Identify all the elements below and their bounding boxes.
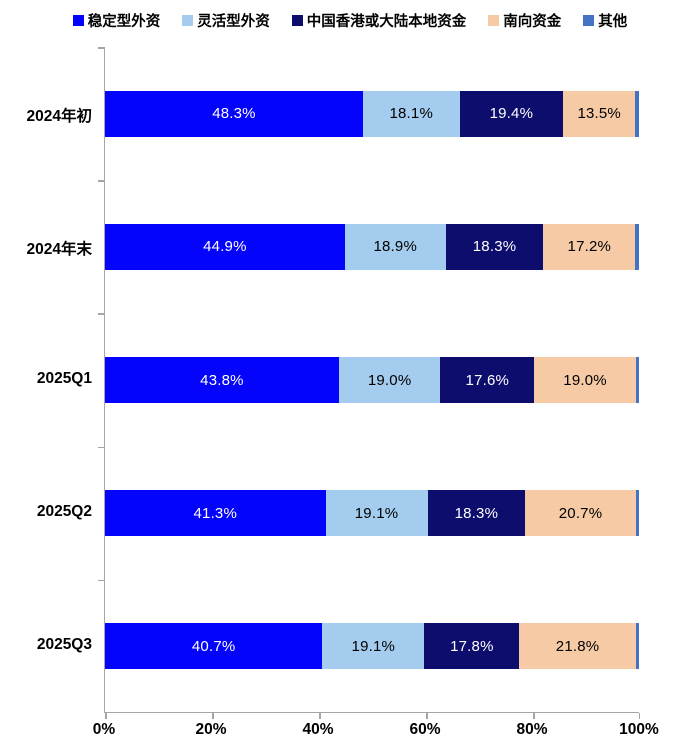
bar-value-label: 19.0% bbox=[367, 371, 412, 389]
x-axis-tick-label: 60% bbox=[409, 721, 441, 738]
bar-value-label: 19.0% bbox=[563, 371, 607, 389]
bar-segment-其他 bbox=[635, 90, 639, 137]
bar-value-label: 20.7% bbox=[558, 504, 603, 522]
legend-swatch-icon bbox=[583, 15, 595, 26]
bar-value-label: 17.2% bbox=[567, 238, 612, 256]
bar-segment-南向资金: 19.0% bbox=[534, 357, 636, 403]
y-axis-tick bbox=[98, 313, 104, 315]
bar-segment-灵活型外资: 19.1% bbox=[325, 490, 428, 537]
x-axis-tick-label: 0% bbox=[92, 721, 116, 738]
bar-segment-其他 bbox=[635, 223, 639, 270]
bar-segment-灵活型外资: 19.0% bbox=[338, 357, 441, 403]
bar-row-2025Q3: 40.7% 19.1% 17.8% 21.8% bbox=[105, 623, 639, 670]
y-axis-category-labels: 2024年初 2024年末 2025Q1 2025Q2 2025Q3 bbox=[0, 47, 92, 713]
bar-segment-其他 bbox=[635, 623, 639, 670]
y-axis-tick bbox=[98, 446, 104, 449]
bar-segment-稳定型外资: 48.3% bbox=[105, 90, 363, 137]
bar-segment-南向资金: 13.5% bbox=[563, 90, 636, 137]
bar-value-label: 43.8% bbox=[200, 371, 244, 389]
x-axis-tick bbox=[212, 713, 214, 719]
legend-item-3: 南向资金 bbox=[488, 10, 561, 31]
bar-segment-中国香港或大陆本地资金: 19.4% bbox=[459, 90, 564, 137]
bar-value-label: 17.6% bbox=[465, 371, 510, 389]
bar-value-label: 40.7% bbox=[191, 637, 236, 655]
plot-area: 48.3% 18.1% 19.4% 13.5% 44.9% 18.9% 18.3% 17.2%… bbox=[98, 47, 640, 719]
bar-row-2024年初: 48.3% 18.1% 19.4% 13.5% bbox=[105, 90, 639, 137]
bar-segment-南向资金: 17.2% bbox=[543, 223, 636, 270]
bar-value-label: 19.1% bbox=[354, 504, 399, 522]
x-axis-tick bbox=[319, 713, 321, 719]
bar-segment-稳定型外资: 43.8% bbox=[105, 357, 339, 403]
bar-row-2025Q2: 41.3% 19.1% 18.3% 20.7% bbox=[105, 490, 639, 537]
chart-legend: 稳定型外资 灵活型外资 中国香港或大陆本地资金 南向资金 其他 bbox=[0, 10, 700, 31]
bar-value-label: 48.3% bbox=[212, 105, 256, 123]
bar-row-2025Q1: 43.8% 19.0% 17.6% 19.0% bbox=[105, 357, 639, 403]
bar-value-label: 13.5% bbox=[577, 105, 621, 123]
y-axis-category-label: 2024年初 bbox=[26, 107, 92, 125]
bar-segment-中国香港或大陆本地资金: 17.8% bbox=[424, 623, 520, 670]
legend-swatch-icon bbox=[291, 15, 303, 26]
bar-segment-灵活型外资: 18.1% bbox=[362, 90, 460, 137]
y-axis-category-label: 2024年末 bbox=[26, 240, 92, 258]
bar-value-label: 19.1% bbox=[351, 637, 396, 655]
bar-value-label: 21.8% bbox=[555, 637, 600, 655]
bar-value-label: 18.3% bbox=[454, 504, 499, 522]
legend-label: 中国香港或大陆本地资金 bbox=[306, 14, 467, 30]
legend-item-4: 其他 bbox=[583, 10, 627, 31]
bar-segment-南向资金: 20.7% bbox=[525, 490, 636, 537]
y-axis-tick bbox=[98, 47, 104, 49]
x-axis-tick-labels: 0% 20% 40% 60% 80% 100% bbox=[93, 721, 659, 743]
bar-segment-中国香港或大陆本地资金: 18.3% bbox=[427, 490, 526, 537]
legend-label: 灵活型外资 bbox=[197, 14, 270, 30]
bar-segment-灵活型外资: 18.9% bbox=[344, 223, 446, 270]
y-axis-tick bbox=[98, 579, 104, 582]
bar-value-label: 18.1% bbox=[389, 105, 434, 123]
x-axis-tick-label: 20% bbox=[195, 721, 227, 738]
legend-swatch-icon bbox=[182, 15, 194, 26]
x-axis-tick bbox=[638, 713, 640, 719]
bar-segment-中国香港或大陆本地资金: 18.3% bbox=[445, 223, 544, 270]
x-axis-tick bbox=[426, 713, 428, 719]
bar-segment-稳定型外资: 40.7% bbox=[105, 623, 323, 670]
legend-label: 稳定型外资 bbox=[87, 14, 161, 30]
legend-label: 其他 bbox=[598, 14, 628, 30]
bar-segment-其他 bbox=[635, 357, 639, 403]
legend-label: 南向资金 bbox=[503, 14, 562, 30]
y-axis-tick bbox=[98, 180, 104, 182]
legend-item-0: 稳定型外资 bbox=[72, 10, 161, 31]
y-axis-category-label: 2025Q2 bbox=[36, 503, 92, 521]
x-axis-tick-label: 80% bbox=[516, 721, 548, 738]
bar-value-label: 18.3% bbox=[472, 238, 517, 256]
legend-item-1: 灵活型外资 bbox=[182, 10, 270, 31]
x-axis-tick-label: 40% bbox=[302, 721, 334, 738]
bar-segment-灵活型外资: 19.1% bbox=[322, 623, 425, 670]
x-axis-tick bbox=[105, 713, 107, 719]
x-axis-tick bbox=[533, 713, 535, 719]
legend-swatch-icon bbox=[488, 15, 500, 26]
legend-item-2: 中国香港或大陆本地资金 bbox=[291, 10, 467, 31]
bar-value-label: 17.8% bbox=[450, 637, 494, 655]
bar-value-label: 41.3% bbox=[193, 504, 238, 522]
bar-value-label: 44.9% bbox=[203, 238, 247, 256]
x-axis-tick-label: 100% bbox=[619, 721, 659, 738]
bar-segment-南向资金: 21.8% bbox=[519, 623, 636, 670]
legend-swatch-icon bbox=[72, 15, 84, 26]
bar-segment-稳定型外资: 41.3% bbox=[105, 490, 326, 537]
bar-segment-中国香港或大陆本地资金: 17.6% bbox=[440, 357, 535, 403]
y-axis-category-label: 2025Q1 bbox=[36, 370, 92, 387]
bar-segment-其他 bbox=[635, 490, 639, 537]
bar-value-label: 19.4% bbox=[489, 105, 534, 123]
bar-value-label: 18.9% bbox=[373, 238, 417, 256]
bar-row-2024年末: 44.9% 18.9% 18.3% 17.2% bbox=[105, 223, 639, 270]
y-axis-category-label: 2025Q3 bbox=[36, 636, 92, 654]
bar-segment-稳定型外资: 44.9% bbox=[105, 223, 345, 270]
